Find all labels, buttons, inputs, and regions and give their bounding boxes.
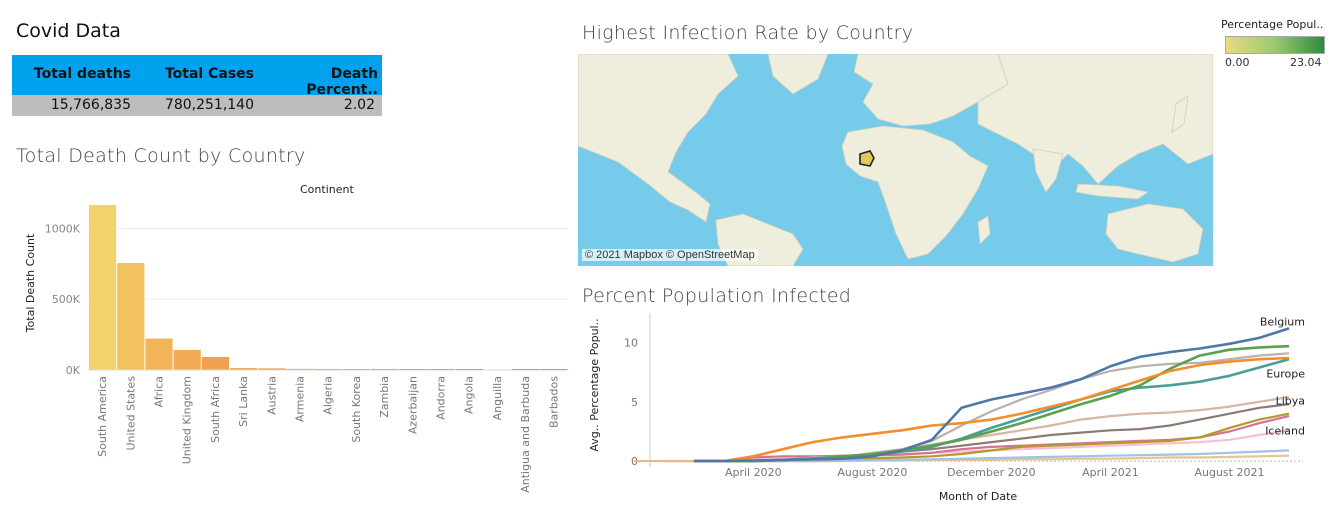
highlighted-country <box>859 150 875 167</box>
kpi-header-total-cases[interactable]: Total Cases <box>164 66 254 82</box>
line-x-tick-label: December 2020 <box>947 466 1036 479</box>
bar-y-axis-label: Total Death Count <box>24 233 37 333</box>
bar-x-tick-label: Zambia <box>378 376 391 418</box>
bar-y-tick-label: 0K <box>66 364 81 377</box>
kpi-value-death-percent: 2.02 <box>343 97 375 113</box>
bar-x-tick-label: Austria <box>265 376 278 415</box>
bar-chart: 0K 500K 1000K Total Death Count South Americ… <box>24 204 568 493</box>
line-y-axis-label: Avg.. Percentage Popul.. <box>588 318 601 451</box>
line-annotation-label: Libya <box>1276 395 1305 408</box>
bar-x-tick-label: South America <box>96 376 109 457</box>
line-annotation-label: Iceland <box>1265 424 1305 437</box>
bar[interactable] <box>230 368 258 370</box>
line-series[interactable] <box>693 327 1290 463</box>
bar-x-tick-label: Angola <box>463 376 476 414</box>
line-annotation-label: Europe <box>1266 367 1305 380</box>
bar[interactable] <box>201 356 229 370</box>
kpi-header-total-deaths[interactable]: Total deaths <box>33 66 131 82</box>
bar[interactable] <box>89 204 117 370</box>
bar-x-tick-label: United Kingdom <box>181 376 194 464</box>
line-chart: 0510Avg.. Percentage Popul..April 2020Au… <box>588 313 1305 503</box>
kpi-value-row: 15,766,835 780,251,140 2.02 <box>12 95 382 116</box>
kpi-header-row: Total deaths Total Cases Death Percent.. <box>12 55 382 98</box>
map-legend-min: 0.00 <box>1225 56 1250 69</box>
kpi-header-death-percent[interactable]: Death Percent.. <box>306 66 378 98</box>
kpi-value-total-cases: 780,251,140 <box>164 97 254 113</box>
land-madagascar <box>977 215 991 245</box>
bar-x-tick-label: Barbados <box>547 376 560 428</box>
bar[interactable] <box>258 368 286 370</box>
bar[interactable] <box>173 349 201 370</box>
line-annotation-label: Belgium <box>1260 315 1305 328</box>
bar[interactable] <box>286 368 314 370</box>
bar-x-tick-label: Africa <box>153 376 166 407</box>
dashboard-title: Covid Data <box>16 20 121 42</box>
line-x-tick-label: April 2021 <box>1082 466 1139 479</box>
line-x-axis-label: Month of Date <box>939 490 1018 503</box>
map-canvas <box>578 54 1213 266</box>
line-y-tick-label: 10 <box>624 337 638 350</box>
map-attribution[interactable]: © 2021 Mapbox © OpenStreetMap <box>582 249 758 261</box>
land-india <box>1032 148 1064 193</box>
line-series[interactable] <box>693 352 1290 463</box>
line-series[interactable] <box>693 356 1290 463</box>
bar-chart-title: Total Death Count by Country <box>16 145 306 167</box>
bar-x-tick-label: Azerbaijan <box>406 376 419 434</box>
land-greenland <box>767 54 829 95</box>
bar-x-tick-label: Algeria <box>322 376 335 415</box>
bar-x-tick-label: Anguilla <box>491 376 504 420</box>
land-australia <box>1105 203 1204 263</box>
bar-chart-legend-title[interactable]: Continent <box>300 183 354 196</box>
map-legend-title[interactable]: Percentage Popul.. <box>1221 18 1324 31</box>
map-legend-max: 23.04 <box>1290 56 1322 69</box>
bar-x-tick-label: United States <box>124 376 137 451</box>
map-legend-gradient <box>1225 36 1325 54</box>
bar-x-tick-label: Antigua and Barbuda <box>519 376 532 493</box>
bar-y-tick-label: 500K <box>52 293 81 306</box>
bar-x-tick-label: Armenia <box>294 376 307 422</box>
map-title: Highest Infection Rate by Country <box>582 22 914 44</box>
line-x-tick-label: August 2021 <box>1194 466 1264 479</box>
bar[interactable] <box>145 338 173 370</box>
bar-x-tick-label: South Korea <box>350 376 363 443</box>
land-japan <box>1171 95 1189 133</box>
infection-map[interactable] <box>578 54 1213 266</box>
line-x-tick-label: April 2020 <box>725 466 782 479</box>
bar-y-tick-label: 1000K <box>45 222 81 235</box>
line-x-tick-label: August 2020 <box>837 466 907 479</box>
land-north-america <box>578 54 739 223</box>
bar-x-tick-label: Sri Lanka <box>237 376 250 427</box>
bar-x-tick-label: South Africa <box>209 376 222 443</box>
bar-x-tick-label: Andorra <box>435 376 448 420</box>
bar[interactable] <box>117 263 145 370</box>
line-y-tick-label: 5 <box>631 396 638 409</box>
land-indonesia <box>1075 183 1149 200</box>
land-africa <box>841 125 989 260</box>
kpi-value-total-deaths: 15,766,835 <box>50 97 131 113</box>
line-chart-title: Percent Population Infected <box>582 285 852 307</box>
